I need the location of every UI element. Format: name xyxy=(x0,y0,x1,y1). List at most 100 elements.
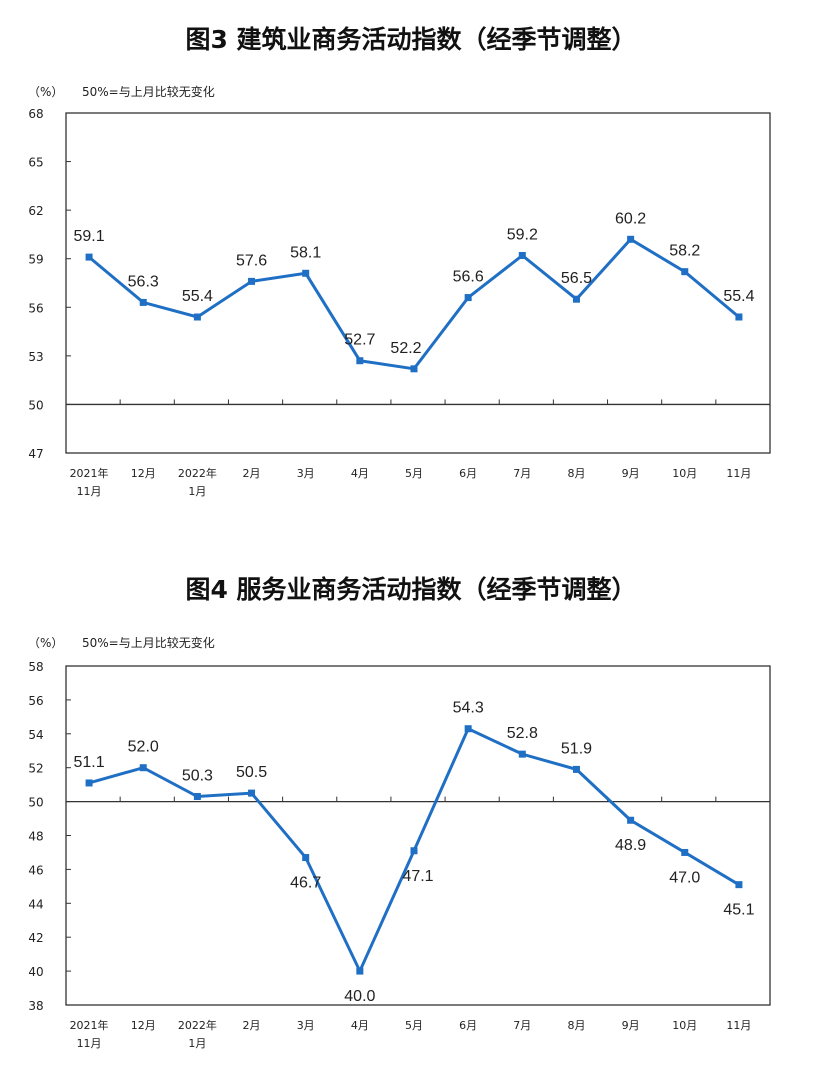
y-tick-label: 47 xyxy=(28,447,43,461)
unit-label: （%） xyxy=(28,85,63,99)
y-tick-label: 65 xyxy=(28,156,43,170)
data-label: 50.3 xyxy=(182,768,213,785)
x-tick-label: 1月 xyxy=(188,485,206,498)
data-label: 56.6 xyxy=(453,269,484,286)
x-tick-label: 8月 xyxy=(567,467,585,480)
data-label: 55.4 xyxy=(723,288,754,305)
x-tick-label: 2021年 xyxy=(70,466,109,480)
data-point xyxy=(735,313,743,321)
note-label: 50%=与上月比较无变化 xyxy=(82,635,215,650)
data-label: 52.7 xyxy=(344,332,375,349)
data-point xyxy=(302,854,310,862)
x-tick-label: 12月 xyxy=(131,467,156,480)
chart-title: 图4 服务业商务活动指数（经季节调整） xyxy=(185,575,636,604)
x-tick-label: 3月 xyxy=(297,1019,315,1032)
data-point xyxy=(85,253,93,261)
x-tick-label: 5月 xyxy=(405,467,423,480)
x-tick-label: 10月 xyxy=(672,467,697,480)
data-label: 59.2 xyxy=(507,226,538,243)
note-label: 50%=与上月比较无变化 xyxy=(82,84,215,99)
x-tick-label: 12月 xyxy=(131,1019,156,1032)
y-tick-label: 62 xyxy=(28,204,43,218)
data-point xyxy=(410,365,418,373)
data-label: 51.1 xyxy=(74,754,105,771)
data-point xyxy=(572,765,580,773)
data-label: 52.8 xyxy=(507,725,538,742)
data-point xyxy=(248,277,256,285)
x-tick-label: 4月 xyxy=(351,467,369,480)
data-point xyxy=(356,357,364,365)
data-point xyxy=(248,789,256,797)
x-tick-label: 2月 xyxy=(243,467,261,480)
data-label: 52.0 xyxy=(128,739,159,756)
y-tick-label: 42 xyxy=(28,931,43,945)
x-tick-label: 2月 xyxy=(243,1019,261,1032)
y-tick-label: 38 xyxy=(28,999,43,1013)
data-label: 58.2 xyxy=(669,243,700,260)
x-tick-label: 11月 xyxy=(77,485,102,498)
data-point xyxy=(627,235,635,243)
x-tick-label: 9月 xyxy=(622,467,640,480)
x-tick-label: 10月 xyxy=(672,1019,697,1032)
y-tick-label: 68 xyxy=(28,107,43,121)
y-tick-label: 50 xyxy=(28,796,43,810)
data-point xyxy=(193,313,201,321)
data-point xyxy=(85,779,93,787)
data-label: 48.9 xyxy=(615,837,646,854)
data-point xyxy=(410,847,418,855)
data-label: 46.7 xyxy=(290,875,321,892)
data-label: 55.4 xyxy=(182,288,213,305)
data-point xyxy=(139,298,147,306)
data-label: 51.9 xyxy=(561,740,592,757)
data-point xyxy=(627,816,635,824)
y-tick-label: 56 xyxy=(28,301,43,315)
x-tick-label: 11月 xyxy=(726,467,751,480)
data-point xyxy=(193,793,201,801)
x-tick-label: 6月 xyxy=(459,467,477,480)
unit-label: （%） xyxy=(28,636,63,650)
data-label: 45.1 xyxy=(723,902,754,919)
data-point xyxy=(518,750,526,758)
data-label: 47.1 xyxy=(402,868,433,885)
chart-title: 图3 建筑业商务活动指数（经季节调整） xyxy=(185,25,636,54)
x-tick-label: 9月 xyxy=(622,1019,640,1032)
x-tick-label: 7月 xyxy=(513,1019,531,1032)
y-tick-label: 59 xyxy=(28,253,43,267)
data-label: 57.6 xyxy=(236,252,267,269)
data-point xyxy=(302,269,310,277)
data-label: 54.3 xyxy=(453,700,484,717)
y-tick-label: 46 xyxy=(28,863,43,877)
data-label: 60.2 xyxy=(615,210,646,227)
data-point xyxy=(464,725,472,733)
x-tick-label: 3月 xyxy=(297,467,315,480)
data-label: 40.0 xyxy=(344,988,375,1005)
data-point xyxy=(356,967,364,975)
y-tick-label: 56 xyxy=(28,694,43,708)
y-tick-label: 50 xyxy=(28,398,43,412)
x-tick-label: 2022年 xyxy=(178,1018,217,1032)
data-point xyxy=(681,268,689,276)
x-tick-label: 5月 xyxy=(405,1019,423,1032)
y-tick-label: 44 xyxy=(28,897,43,911)
data-label: 56.3 xyxy=(128,273,159,290)
x-tick-label: 2022年 xyxy=(178,466,217,480)
y-tick-label: 53 xyxy=(28,350,43,364)
data-label: 52.2 xyxy=(390,340,421,357)
data-label: 59.1 xyxy=(74,228,105,245)
y-tick-label: 58 xyxy=(28,660,43,674)
data-point xyxy=(572,295,580,303)
x-tick-label: 8月 xyxy=(567,1019,585,1032)
x-tick-label: 11月 xyxy=(726,1019,751,1032)
data-point xyxy=(681,848,689,856)
data-point xyxy=(735,881,743,889)
plot-frame xyxy=(65,665,771,1006)
y-tick-label: 40 xyxy=(28,965,43,979)
data-point xyxy=(464,294,472,302)
y-tick-label: 48 xyxy=(28,830,43,844)
data-point xyxy=(139,764,147,772)
data-label: 56.5 xyxy=(561,270,592,287)
x-tick-label: 11月 xyxy=(77,1037,102,1050)
x-tick-label: 1月 xyxy=(188,1037,206,1050)
data-point xyxy=(518,251,526,259)
